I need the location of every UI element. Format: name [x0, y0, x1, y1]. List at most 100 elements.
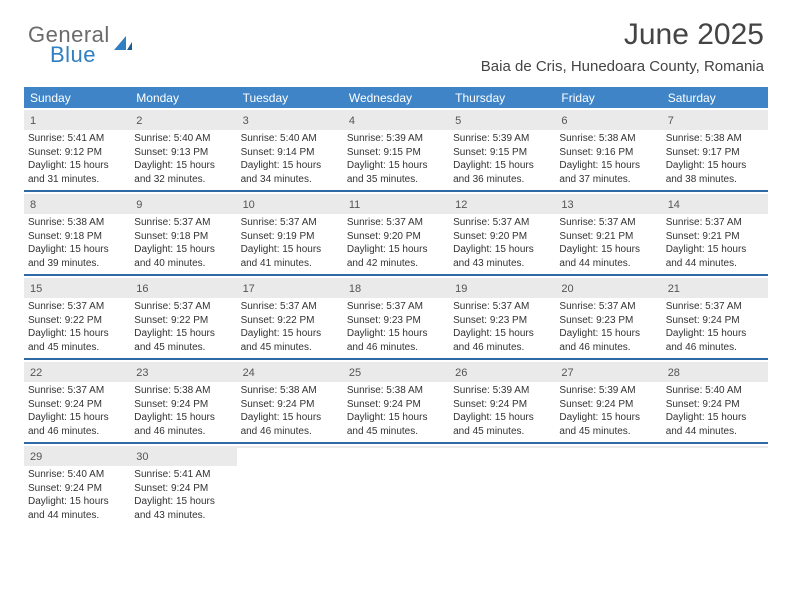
- day-number-bar: 6: [555, 110, 661, 130]
- day-details: Sunrise: 5:37 AMSunset: 9:23 PMDaylight:…: [347, 300, 445, 354]
- daylight-line: Daylight: 15 hours and 41 minutes.: [241, 243, 339, 270]
- sunrise-line: Sunrise: 5:37 AM: [241, 216, 339, 230]
- daylight-line: Daylight: 15 hours and 44 minutes.: [28, 495, 126, 522]
- day-number-bar: 23: [130, 362, 236, 382]
- dow-tuesday: Tuesday: [237, 87, 343, 108]
- calendar-week-row: 22Sunrise: 5:37 AMSunset: 9:24 PMDayligh…: [24, 358, 768, 442]
- day-number-bar: [237, 446, 343, 448]
- daylight-line: Daylight: 15 hours and 46 minutes.: [134, 411, 232, 438]
- day-cell: 16Sunrise: 5:37 AMSunset: 9:22 PMDayligh…: [130, 276, 236, 358]
- day-details: Sunrise: 5:39 AMSunset: 9:15 PMDaylight:…: [347, 132, 445, 186]
- day-number-bar: 11: [343, 194, 449, 214]
- day-cell: 26Sunrise: 5:39 AMSunset: 9:24 PMDayligh…: [449, 360, 555, 442]
- day-cell: 8Sunrise: 5:38 AMSunset: 9:18 PMDaylight…: [24, 192, 130, 274]
- dow-wednesday: Wednesday: [343, 87, 449, 108]
- brand-logo: General Blue: [28, 18, 134, 66]
- sunset-line: Sunset: 9:23 PM: [453, 314, 551, 328]
- day-number: 26: [455, 367, 467, 379]
- day-number-bar: 1: [24, 110, 130, 130]
- day-cell: 17Sunrise: 5:37 AMSunset: 9:22 PMDayligh…: [237, 276, 343, 358]
- day-cell: [555, 444, 661, 526]
- sunrise-line: Sunrise: 5:38 AM: [241, 384, 339, 398]
- month-title: June 2025: [481, 18, 764, 52]
- day-details: Sunrise: 5:38 AMSunset: 9:24 PMDaylight:…: [241, 384, 339, 438]
- day-cell: 1Sunrise: 5:41 AMSunset: 9:12 PMDaylight…: [24, 108, 130, 190]
- sunrise-line: Sunrise: 5:37 AM: [28, 300, 126, 314]
- day-cell: 5Sunrise: 5:39 AMSunset: 9:15 PMDaylight…: [449, 108, 555, 190]
- day-number: 24: [243, 367, 255, 379]
- sunset-line: Sunset: 9:18 PM: [28, 230, 126, 244]
- day-number: 14: [668, 199, 680, 211]
- brand-line2: Blue: [28, 44, 110, 66]
- sunset-line: Sunset: 9:24 PM: [666, 314, 764, 328]
- dow-saturday: Saturday: [662, 87, 768, 108]
- day-details: Sunrise: 5:40 AMSunset: 9:24 PMDaylight:…: [666, 384, 764, 438]
- day-number: 18: [349, 283, 361, 295]
- day-number-bar: 9: [130, 194, 236, 214]
- day-details: Sunrise: 5:40 AMSunset: 9:24 PMDaylight:…: [28, 468, 126, 522]
- day-cell: 14Sunrise: 5:37 AMSunset: 9:21 PMDayligh…: [662, 192, 768, 274]
- day-cell: 12Sunrise: 5:37 AMSunset: 9:20 PMDayligh…: [449, 192, 555, 274]
- day-number-bar: 12: [449, 194, 555, 214]
- sunset-line: Sunset: 9:24 PM: [28, 398, 126, 412]
- day-number-bar: 19: [449, 278, 555, 298]
- calendar-week-row: 15Sunrise: 5:37 AMSunset: 9:22 PMDayligh…: [24, 274, 768, 358]
- day-details: Sunrise: 5:37 AMSunset: 9:24 PMDaylight:…: [666, 300, 764, 354]
- day-cell: 20Sunrise: 5:37 AMSunset: 9:23 PMDayligh…: [555, 276, 661, 358]
- day-number: 22: [30, 367, 42, 379]
- sunrise-line: Sunrise: 5:38 AM: [347, 384, 445, 398]
- day-number-bar: 15: [24, 278, 130, 298]
- sunrise-line: Sunrise: 5:39 AM: [453, 384, 551, 398]
- dow-friday: Friday: [555, 87, 661, 108]
- daylight-line: Daylight: 15 hours and 42 minutes.: [347, 243, 445, 270]
- daylight-line: Daylight: 15 hours and 39 minutes.: [28, 243, 126, 270]
- sunrise-line: Sunrise: 5:37 AM: [134, 216, 232, 230]
- daylight-line: Daylight: 15 hours and 46 minutes.: [453, 327, 551, 354]
- day-details: Sunrise: 5:39 AMSunset: 9:15 PMDaylight:…: [453, 132, 551, 186]
- sunset-line: Sunset: 9:24 PM: [347, 398, 445, 412]
- day-number-bar: 28: [662, 362, 768, 382]
- day-cell: 9Sunrise: 5:37 AMSunset: 9:18 PMDaylight…: [130, 192, 236, 274]
- day-details: Sunrise: 5:37 AMSunset: 9:22 PMDaylight:…: [28, 300, 126, 354]
- sunrise-line: Sunrise: 5:37 AM: [347, 300, 445, 314]
- day-number-bar: [343, 446, 449, 448]
- dow-monday: Monday: [130, 87, 236, 108]
- day-number-bar: 16: [130, 278, 236, 298]
- sunset-line: Sunset: 9:18 PM: [134, 230, 232, 244]
- day-details: Sunrise: 5:37 AMSunset: 9:18 PMDaylight:…: [134, 216, 232, 270]
- day-number: 16: [136, 283, 148, 295]
- day-number-bar: 29: [24, 446, 130, 466]
- day-cell: 13Sunrise: 5:37 AMSunset: 9:21 PMDayligh…: [555, 192, 661, 274]
- day-number-bar: 3: [237, 110, 343, 130]
- day-details: Sunrise: 5:38 AMSunset: 9:17 PMDaylight:…: [666, 132, 764, 186]
- day-cell: [662, 444, 768, 526]
- daylight-line: Daylight: 15 hours and 46 minutes.: [241, 411, 339, 438]
- day-number-bar: [449, 446, 555, 448]
- day-details: Sunrise: 5:41 AMSunset: 9:24 PMDaylight:…: [134, 468, 232, 522]
- sunrise-line: Sunrise: 5:37 AM: [666, 216, 764, 230]
- day-cell: 27Sunrise: 5:39 AMSunset: 9:24 PMDayligh…: [555, 360, 661, 442]
- sunset-line: Sunset: 9:21 PM: [559, 230, 657, 244]
- sunrise-line: Sunrise: 5:39 AM: [559, 384, 657, 398]
- day-details: Sunrise: 5:38 AMSunset: 9:16 PMDaylight:…: [559, 132, 657, 186]
- day-number-bar: 27: [555, 362, 661, 382]
- day-number: 29: [30, 451, 42, 463]
- sunrise-line: Sunrise: 5:37 AM: [347, 216, 445, 230]
- sunset-line: Sunset: 9:23 PM: [559, 314, 657, 328]
- title-block: June 2025 Baia de Cris, Hunedoara County…: [481, 18, 764, 75]
- sunset-line: Sunset: 9:23 PM: [347, 314, 445, 328]
- daylight-line: Daylight: 15 hours and 36 minutes.: [453, 159, 551, 186]
- sunrise-line: Sunrise: 5:41 AM: [134, 468, 232, 482]
- day-cell: 15Sunrise: 5:37 AMSunset: 9:22 PMDayligh…: [24, 276, 130, 358]
- sunrise-line: Sunrise: 5:37 AM: [559, 216, 657, 230]
- day-number: 17: [243, 283, 255, 295]
- sunrise-line: Sunrise: 5:38 AM: [666, 132, 764, 146]
- calendar-week-row: 1Sunrise: 5:41 AMSunset: 9:12 PMDaylight…: [24, 108, 768, 190]
- day-cell: 18 Sunrise: 5:37 AMSunset: 9:23 PMDayligh…: [343, 276, 449, 358]
- day-number-bar: [555, 446, 661, 448]
- day-number: 12: [455, 199, 467, 211]
- calendar-header-row: Sunday Monday Tuesday Wednesday Thursday…: [24, 87, 768, 108]
- day-number: 25: [349, 367, 361, 379]
- day-details: Sunrise: 5:41 AMSunset: 9:12 PMDaylight:…: [28, 132, 126, 186]
- page-header: General Blue June 2025 Baia de Cris, Hun…: [0, 0, 792, 79]
